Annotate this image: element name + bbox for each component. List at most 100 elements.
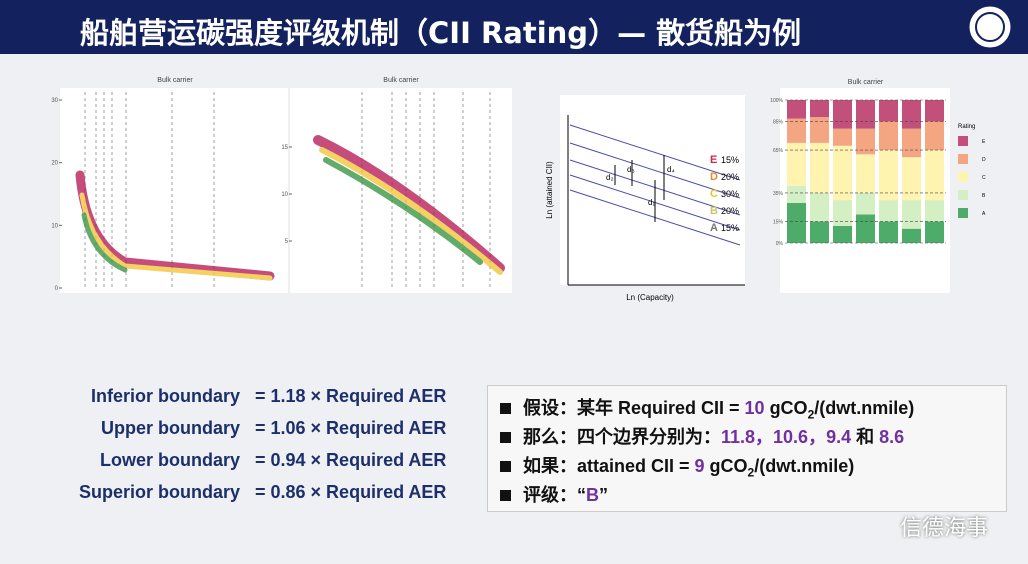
- y-tick-label: 35%: [773, 191, 784, 197]
- bullet-text: 10: [744, 398, 765, 418]
- logo-inner: [975, 12, 1005, 42]
- band-letter: A: [710, 222, 718, 234]
- band-share: 15%: [721, 155, 739, 165]
- bullet: 假设：某年 Required CII = 10 gCO2/(dwt.nmile): [500, 394, 914, 422]
- legend-swatch: [958, 154, 968, 164]
- logo: [966, 3, 1014, 51]
- axis-label: Ln (Capacity): [626, 293, 674, 302]
- plot-title: Bulk carrier: [383, 77, 419, 84]
- bar-segment: [902, 128, 921, 158]
- legend-swatch: [958, 190, 968, 200]
- y-tick-label: 0: [55, 286, 59, 292]
- bar-segment: [833, 145, 852, 201]
- bullet: 如果：attained CII = 9 gCO2/(dwt.nmile): [500, 452, 854, 480]
- formula-name: Lower boundary: [99, 450, 240, 470]
- y-tick-label: 100%: [770, 98, 783, 104]
- chart-title: Bulk carrier: [848, 79, 884, 86]
- bar-segment: [833, 128, 852, 146]
- bar-segment: [856, 192, 875, 215]
- bar-segment: [925, 200, 944, 222]
- bar-segment: [833, 225, 852, 243]
- legend-label: A: [982, 211, 986, 217]
- distance-label: d₂: [606, 173, 614, 182]
- bar-segment: [879, 221, 898, 243]
- bullet-text: 2: [807, 407, 815, 422]
- y-tick-label: 20: [51, 161, 58, 167]
- y-tick-label: 0%: [776, 241, 784, 247]
- bar-segment: [810, 117, 829, 143]
- distance-label: d₁: [648, 198, 655, 207]
- formula-name: Upper boundary: [100, 418, 240, 438]
- bar-segment: [856, 214, 875, 243]
- bar-segment: [925, 121, 944, 151]
- bar-segment: [902, 100, 921, 129]
- y-tick-label: 85%: [773, 119, 784, 125]
- distance-label: d₃: [627, 165, 635, 174]
- bar-segment: [833, 100, 852, 129]
- bar-segment: [902, 200, 921, 229]
- y-tick-label: 30: [51, 98, 58, 104]
- bar-segment: [810, 221, 829, 243]
- formula-expr: = 0.86 × Required AER: [255, 482, 447, 502]
- formula-expr: = 1.06 × Required AER: [255, 418, 447, 438]
- bullet-text: 和: [851, 427, 880, 447]
- slide-title: 船舶营运碳强度评级机制（CII Rating）— 散货船为例: [80, 16, 802, 50]
- band-letter: B: [710, 205, 718, 217]
- y-tick-label: 15%: [773, 220, 784, 226]
- y-tick-label: 15: [281, 145, 288, 151]
- legend-label: C: [982, 175, 986, 181]
- band-share: 20%: [721, 206, 739, 216]
- bar-segment: [879, 100, 898, 122]
- legend-swatch: [958, 136, 968, 146]
- bullet-text: 9: [694, 456, 705, 476]
- bar-segment: [856, 128, 875, 155]
- bar-segment: [787, 100, 806, 119]
- scatter-frame: [60, 88, 288, 293]
- bar-segment: [902, 157, 921, 201]
- bar-segment: [787, 118, 806, 143]
- bullet: 评级：“B”: [500, 481, 608, 507]
- bar-segment: [833, 200, 852, 226]
- y-tick-label: 10: [281, 192, 288, 198]
- bullet-text: B: [586, 485, 599, 505]
- bullet-text: gCO: [704, 456, 748, 476]
- band-share: 15%: [721, 223, 739, 233]
- header: [0, 0, 1028, 54]
- bullet-text: 8.6: [879, 427, 905, 447]
- legend-swatch: [958, 172, 968, 182]
- bar-segment: [856, 154, 875, 193]
- bullet-text: /(dwt.nmile): [814, 398, 915, 418]
- formula-expr: = 0.94 × Required AER: [255, 450, 447, 470]
- watermark: 信德海事: [900, 515, 989, 540]
- y-tick-label: 65%: [773, 148, 784, 154]
- bar-segment: [787, 142, 806, 186]
- bar-segment: [925, 100, 944, 122]
- bullet-text: 假设：某年 Required CII =: [523, 398, 745, 418]
- distance-arrows: [614, 155, 665, 222]
- legend-label: D: [982, 157, 986, 163]
- bar-segment: [925, 221, 944, 243]
- bullet-box: 假设：某年 Required CII = 10 gCO2/(dwt.nmile)…: [487, 385, 1007, 512]
- formula-name: Inferior boundary: [90, 386, 240, 406]
- band-share: 30%: [721, 189, 739, 199]
- plot-title: Bulk carrier: [157, 77, 193, 84]
- bar-segment: [879, 150, 898, 201]
- legend-title: Rating: [958, 124, 975, 130]
- formula-name: Superior boundary: [78, 482, 240, 502]
- bullet-text: 那么：四个边界分别为：: [523, 427, 721, 447]
- bar-segment: [879, 121, 898, 151]
- bar-segment: [902, 228, 921, 243]
- band-letter: D: [710, 171, 718, 183]
- band-share: 20%: [721, 172, 739, 182]
- bullet-text: gCO: [764, 398, 808, 418]
- y-tick-label: 10: [51, 223, 58, 229]
- y-tick-label: 5: [285, 239, 289, 245]
- bullet-text: 2: [747, 465, 755, 480]
- bullet-text: 11.8，10.6，9.4: [721, 427, 852, 447]
- bar-segment: [810, 100, 829, 118]
- bar-segment: [925, 150, 944, 201]
- bar-segment: [787, 202, 806, 243]
- legend-label: E: [982, 139, 986, 145]
- bar-segment: [810, 192, 829, 222]
